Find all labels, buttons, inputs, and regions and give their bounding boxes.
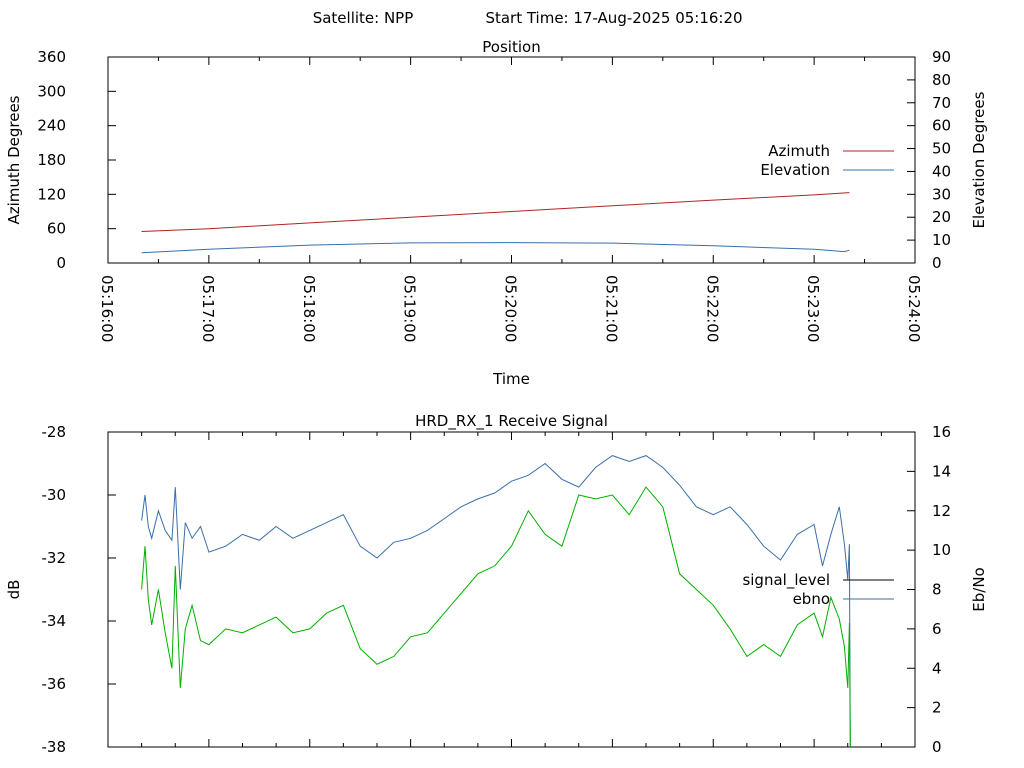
y-tick-label: -30 [42,486,67,504]
y2-tick-label: 20 [932,208,951,226]
y2-tick-label: 50 [932,140,951,158]
legend-label: signal_level [742,571,830,590]
y2-tick-label: 70 [932,94,951,112]
receive-signal-chart: HRD_RX_1 Receive Signal -28 -30 -32 -34 -36 -3… [5,412,988,756]
y2-tick-label: 60 [932,117,951,135]
chart-title: Position [482,38,540,56]
chart-title: HRD_RX_1 Receive Signal [415,412,608,431]
x-tick-label: 05:16:00 [98,275,116,342]
y2-tick-label: 4 [932,659,942,677]
x-axis-label: Time [492,370,530,388]
y2-tick-label: 10 [932,541,951,559]
y2-tick-label: 2 [932,699,942,717]
y-tick-label: 300 [37,82,66,100]
series-line-ebno [141,455,851,748]
y-tick-label: 0 [56,254,66,272]
legend-label: ebno [793,590,830,608]
y2-axis-label: Eb/No [970,567,988,611]
series-line-Elevation [141,242,850,254]
x-tick-label: 05:17:00 [199,275,217,342]
y-axis-label: Azimuth Degrees [5,95,23,224]
y2-tick-label: 6 [932,620,942,638]
y2-tick-label: 40 [932,162,951,180]
x-tick-label: 05:21:00 [602,275,620,342]
y2-tick-label: 0 [932,738,942,756]
y2-tick-label: 12 [932,502,951,520]
start-time-label: Start Time: 17-Aug-2025 05:16:20 [485,9,742,27]
legend-label: Elevation [760,161,830,179]
y-tick-label: 120 [37,185,66,203]
y-tick-label: -36 [42,675,67,693]
position-chart: Position 0 60 120 180 240 300 360 0 10 20 30 40 50 60 7… [5,38,988,388]
plot-frame [107,56,916,264]
series-line-Azimuth [141,192,850,232]
y-tick-label: 180 [37,151,66,169]
y-axis-label: dB [5,580,23,600]
y2-tick-label: 30 [932,185,951,203]
y2-tick-label: 16 [932,423,951,441]
satellite-label: Satellite: NPP [313,9,414,27]
y-tick-label: 360 [37,48,66,66]
x-tick-label: 05:24:00 [905,275,923,342]
y2-tick-label: 80 [932,71,951,89]
x-tick-label: 05:22:00 [703,275,721,342]
legend-label: Azimuth [768,142,830,160]
series-line-trace [141,486,851,748]
x-tick-label: 05:18:00 [300,275,318,342]
x-tick-label: 05:19:00 [401,275,419,342]
y2-tick-label: 90 [932,48,951,66]
y-tick-label: 240 [37,117,66,135]
y-tick-label: -34 [42,612,67,630]
y2-tick-label: 8 [932,581,942,599]
y-tick-label: -28 [42,423,67,441]
y2-axis-label: Elevation Degrees [970,91,988,228]
x-tick-label: 05:23:00 [804,275,822,342]
y-tick-label: 60 [47,220,66,238]
y-tick-label: -32 [42,549,67,567]
y2-tick-label: 10 [932,231,951,249]
y2-tick-label: 14 [932,462,951,480]
y2-tick-label: 0 [932,254,942,272]
y-tick-label: -38 [42,738,67,756]
x-tick-label: 05:20:00 [502,275,520,342]
